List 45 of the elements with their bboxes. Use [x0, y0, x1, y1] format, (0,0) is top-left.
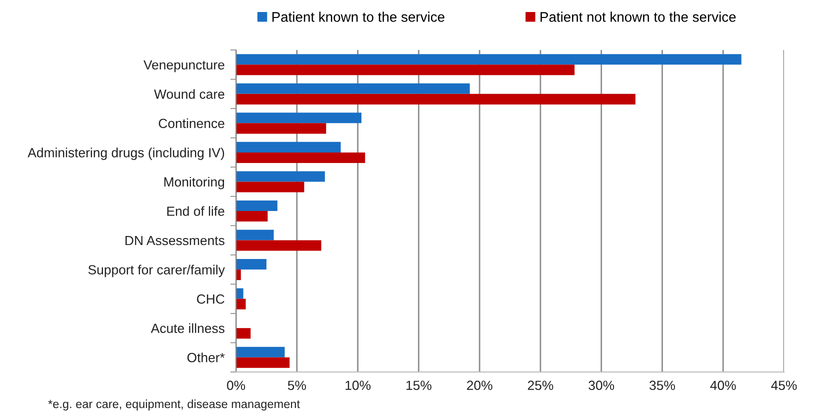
x-tick-label: 15% [406, 380, 432, 390]
x-tick-label: 20% [467, 380, 492, 390]
bar [236, 64, 575, 76]
x-tick-label: 45% [771, 380, 797, 390]
y-tick-label: Acute illness [150, 323, 224, 333]
y-tick-label: Wound care [154, 89, 224, 99]
bar [236, 298, 246, 310]
bar [236, 211, 268, 222]
y-tick-label: Support for carer/family [88, 264, 225, 278]
bar [236, 123, 326, 134]
x-tick-label: 40% [710, 380, 736, 390]
bar [236, 200, 278, 211]
bar [236, 83, 470, 94]
y-tick-label: Administering drugs (including IV) [28, 148, 224, 160]
text: *e.g. ear care, equipment, disease management [48, 399, 300, 411]
legend-label: Patient not known to the service [540, 12, 736, 22]
bar [236, 288, 244, 299]
bar [236, 152, 366, 163]
x-tick-label: 35% [650, 380, 675, 390]
x-tick-label: 30% [588, 380, 614, 390]
bar [236, 270, 241, 280]
bar [236, 328, 251, 339]
bar [236, 142, 341, 152]
x-tick-label: 0% [226, 380, 246, 390]
x-tick-label: 10% [346, 380, 371, 390]
bar [236, 357, 290, 368]
x-tick-label: 25% [528, 380, 554, 390]
y-tick-label: Monitoring [164, 176, 224, 190]
bar [236, 240, 322, 251]
bar [236, 54, 742, 65]
bar [236, 230, 274, 240]
y-tick-label: Other* [187, 352, 225, 362]
bar [236, 182, 304, 192]
bar [236, 94, 636, 104]
y-tick-label: CHC [196, 294, 224, 304]
y-tick-label: DN Assessments [126, 236, 224, 246]
bar [236, 171, 325, 182]
bar [236, 259, 266, 270]
bar [236, 112, 362, 124]
bar [236, 346, 285, 358]
x-tick-label: 5% [288, 380, 306, 390]
y-tick-label: Venepuncture [144, 60, 224, 72]
y-tick-label: Continence [158, 118, 224, 128]
legend-label: Patient known to the service [272, 12, 444, 22]
y-tick-label: End of life [167, 206, 224, 216]
